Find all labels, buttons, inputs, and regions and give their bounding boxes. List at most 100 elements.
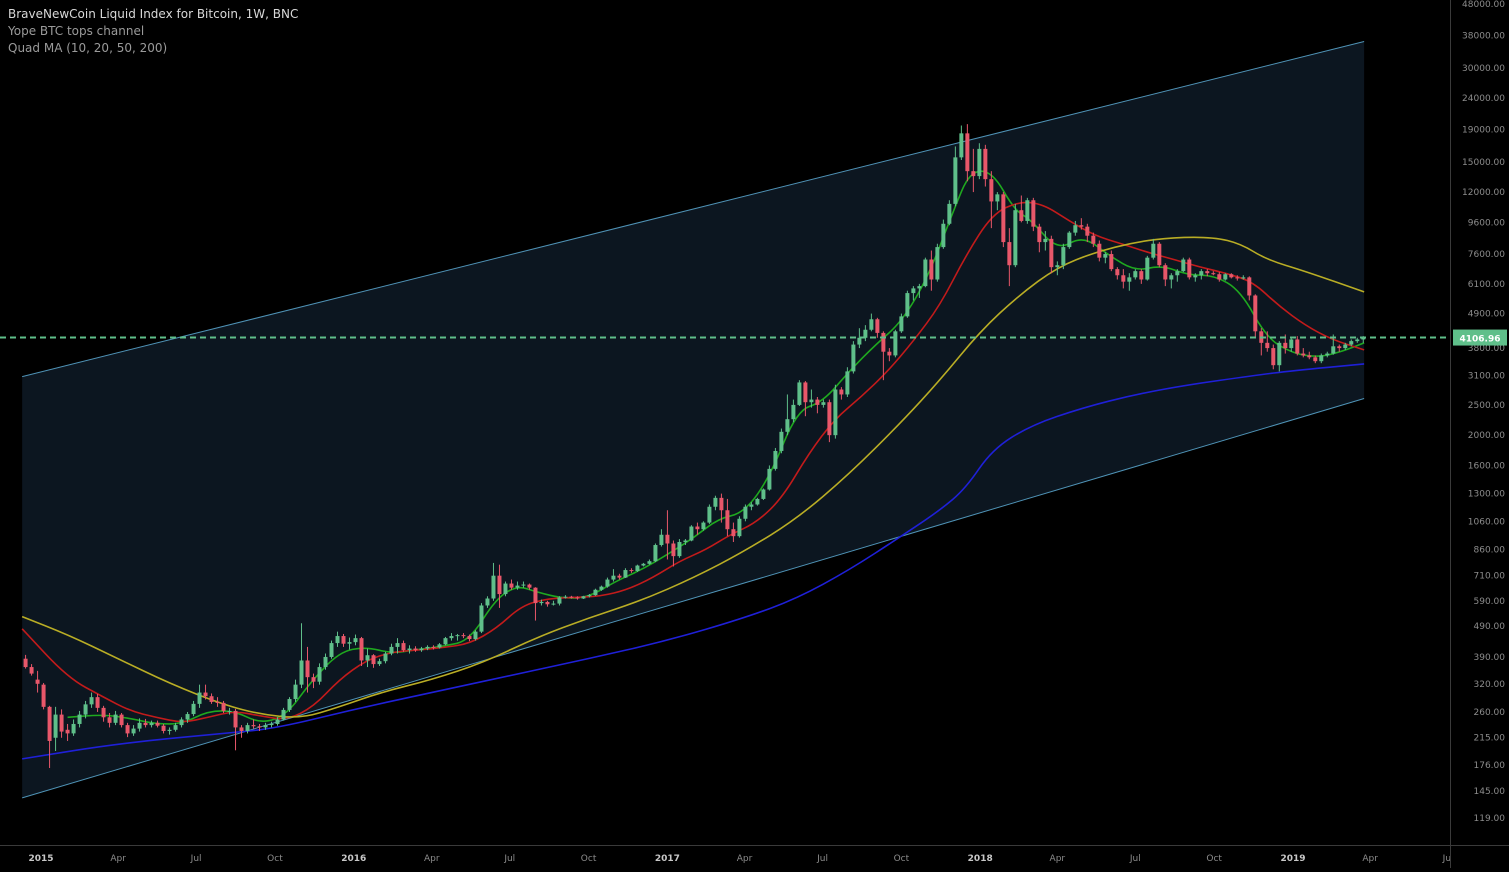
- candle-body: [893, 331, 898, 356]
- candle-body: [293, 684, 298, 700]
- candle-body: [923, 259, 928, 287]
- candle-body: [557, 597, 562, 604]
- price-tick-label: 6100.00: [1468, 280, 1505, 290]
- ma-indicator-label[interactable]: Quad MA (10, 20, 50, 200): [8, 41, 168, 55]
- candle-body: [1331, 346, 1336, 354]
- time-axis-labels: 2015 Apr Jul Oct 2016 Apr Jul Oct 2017 Apr Jul Oct 2…: [28, 854, 1453, 864]
- candle-body: [407, 648, 412, 651]
- candle-body: [419, 648, 424, 651]
- candle-body: [251, 725, 256, 727]
- axis-corner: [1450, 845, 1509, 868]
- candle-body: [995, 194, 1000, 202]
- candle-body: [1007, 242, 1012, 266]
- candle-body: [1223, 274, 1228, 280]
- candle-body: [719, 497, 724, 511]
- ma-10-line: [67, 170, 1365, 725]
- candle-body: [395, 643, 400, 647]
- candle-body: [299, 660, 304, 685]
- candle-body: [449, 636, 454, 639]
- candle-body: [965, 133, 970, 172]
- candle-body: [497, 575, 502, 595]
- candle-body: [971, 171, 976, 177]
- candle-body: [1055, 265, 1060, 268]
- candle-body: [1145, 257, 1150, 280]
- candle-body: [1151, 243, 1156, 258]
- price-tick-label: 3800.00: [1468, 344, 1505, 354]
- candle-body: [671, 543, 676, 557]
- candle-body: [1079, 225, 1084, 227]
- candle-body: [89, 697, 94, 705]
- price-chart[interactable]: [0, 0, 1450, 845]
- candle-body: [215, 701, 220, 703]
- candle-body: [731, 529, 736, 537]
- candle-body: [1109, 254, 1114, 270]
- candle-body: [1043, 238, 1048, 243]
- candle-body: [191, 703, 196, 715]
- candle-body: [359, 638, 364, 661]
- candle-body: [491, 575, 496, 599]
- candle-body: [455, 635, 460, 637]
- candle-body: [887, 351, 892, 356]
- candle-body: [227, 710, 232, 712]
- candle-body: [1247, 277, 1252, 296]
- price-tick-label: 2500.00: [1468, 401, 1505, 411]
- candle-body: [1175, 271, 1180, 276]
- candle-body: [881, 332, 886, 352]
- candle-body: [959, 133, 964, 158]
- price-tick-label: 215.00: [1474, 734, 1506, 744]
- candle-body: [209, 696, 214, 702]
- current-price-label: 4106.96: [1460, 335, 1501, 345]
- candle-body: [773, 450, 778, 469]
- candle-body: [1337, 346, 1342, 349]
- candle-body: [785, 419, 790, 432]
- candle-body: [317, 667, 322, 682]
- price-tick-label: 7600.00: [1468, 250, 1505, 260]
- candle-body: [1085, 226, 1090, 236]
- price-axis[interactable]: 119.00 145.00 176.00 215.00 260.00 320.00 390.…: [1450, 0, 1509, 845]
- time-tick-label: Jul: [1442, 854, 1450, 864]
- candle-body: [425, 646, 430, 649]
- candle-body: [941, 223, 946, 248]
- candle-body: [1031, 200, 1036, 227]
- candle-body: [467, 636, 472, 640]
- price-tick-label: 3100.00: [1468, 372, 1505, 382]
- candle-body: [587, 595, 592, 597]
- candle-body: [905, 293, 910, 317]
- candle-body: [593, 589, 598, 596]
- time-tick-label: Jul: [816, 854, 828, 864]
- candle-body: [65, 729, 70, 734]
- ma-200-line: [22, 363, 1365, 760]
- candle-body: [1349, 341, 1354, 345]
- candle-body: [233, 710, 238, 728]
- candle-body: [1211, 273, 1216, 275]
- time-axis[interactable]: 2015 Apr Jul Oct 2016 Apr Jul Oct 2017 Apr Jul Oct 2…: [0, 845, 1454, 868]
- candle-body: [725, 510, 730, 530]
- candle-body: [113, 714, 118, 723]
- candle-body: [1187, 259, 1192, 278]
- candle-body: [599, 586, 604, 590]
- candle-body: [1295, 339, 1300, 354]
- chart-plot-area[interactable]: BraveNewCoin Liquid Index for Bitcoin, 1…: [0, 0, 1450, 845]
- candle-body: [59, 714, 64, 732]
- channel-indicator-label[interactable]: Yope BTC tops channel: [8, 24, 145, 38]
- candle-body: [47, 706, 52, 741]
- candle-body: [1157, 243, 1162, 266]
- chart-title[interactable]: BraveNewCoin Liquid Index for Bitcoin, 1…: [8, 7, 299, 21]
- candle-body: [149, 722, 154, 726]
- candle-body: [677, 542, 682, 557]
- price-tick-label: 19000.00: [1462, 126, 1505, 136]
- candle-body: [779, 431, 784, 451]
- candle-body: [173, 725, 178, 730]
- candle-body: [1163, 265, 1168, 280]
- time-tick-label: Jul: [190, 854, 202, 864]
- candle-body: [161, 725, 166, 731]
- time-tick-label: Apr: [110, 854, 126, 864]
- candle-body: [197, 692, 202, 704]
- candle-body: [311, 677, 316, 682]
- candle-body: [1169, 275, 1174, 280]
- candle-body: [401, 643, 406, 651]
- candle-body: [1265, 342, 1270, 349]
- candle-body: [35, 679, 40, 684]
- candle-body: [1061, 247, 1066, 266]
- candle-body: [563, 596, 568, 598]
